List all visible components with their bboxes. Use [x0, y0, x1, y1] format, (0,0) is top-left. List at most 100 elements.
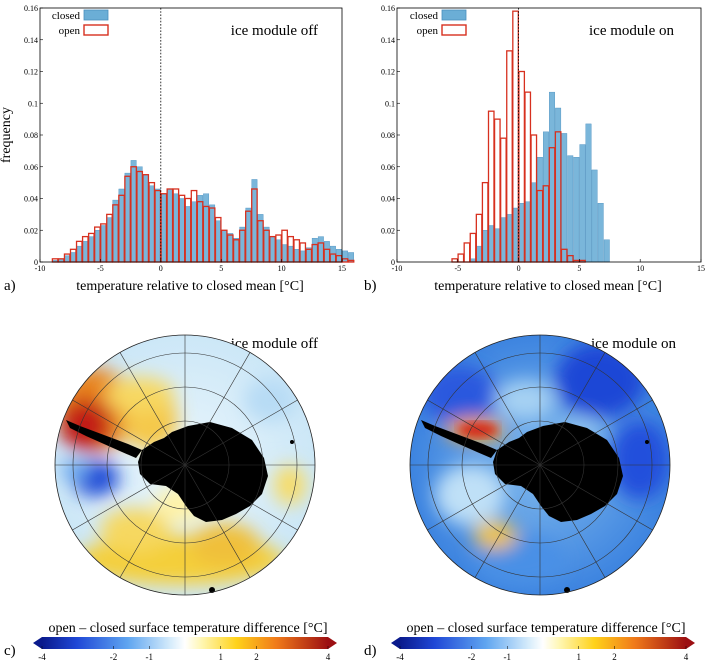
- y-tick-label: 0: [34, 258, 38, 267]
- y-axis-label-a: frequency: [0, 107, 14, 163]
- colorbar-max-arrow-d: [686, 637, 695, 649]
- histogram-bar-closed: [494, 228, 501, 263]
- colorbar-label-c: open – closed surface temperature differ…: [49, 621, 328, 636]
- histogram-bars-b: [451, 10, 610, 263]
- graticule-c: [55, 335, 315, 595]
- y-tick-label: 0.16: [24, 4, 38, 13]
- y-tick-label: 0: [391, 258, 395, 267]
- histogram-bar-open: [463, 242, 471, 263]
- map-boundary-c: [54, 334, 316, 596]
- colorbar-min-arrow-d: [391, 637, 400, 649]
- panel-c-map: ice module off: [54, 334, 318, 596]
- histogram-bar-closed: [287, 245, 294, 263]
- colorbar-tick-label: 2: [254, 652, 259, 662]
- histogram-bar-closed: [215, 220, 222, 263]
- y-tick-label: 0.02: [24, 226, 38, 235]
- colorbar-tick-label: -2: [468, 652, 476, 662]
- histogram-bar-closed: [555, 107, 562, 263]
- legend-label-open-a: open: [59, 25, 81, 37]
- histogram-bar-closed: [536, 157, 543, 263]
- histogram-bar-closed: [227, 233, 234, 263]
- legend-swatch-open-b: [441, 24, 467, 36]
- histogram-bar-closed: [476, 245, 483, 263]
- histogram-bar-open: [469, 232, 477, 263]
- x-tick-label: 5: [577, 264, 581, 273]
- y-tick-label: 0.08: [24, 131, 38, 140]
- y-tick-label: 0.02: [381, 226, 395, 235]
- histogram-bar-closed: [70, 252, 77, 263]
- histogram-bar-closed: [257, 214, 264, 263]
- histogram-bar-closed: [530, 182, 537, 263]
- panel-a-histogram: -10 -5 0 5 10 15 0 0.02 0.04 0.06 0.08 0.1 0.12 0.14 0…: [0, 4, 355, 294]
- colorbar-ticks-c: -4 -2 -1 1 2 4: [38, 646, 331, 662]
- x-tick-label: -5: [97, 264, 104, 273]
- colorbar-label-d: open – closed surface temperature differ…: [407, 621, 686, 636]
- panel-label-b: b): [364, 278, 377, 294]
- histogram-bar-closed: [275, 239, 282, 263]
- colorbar-ramp-c: [42, 637, 328, 649]
- colorbar-tick-label: -1: [504, 652, 512, 662]
- y-tick-label: 0.04: [24, 195, 38, 204]
- x-axis-label-b: temperature relative to closed mean [°C]: [434, 279, 662, 294]
- x-tick-label: 15: [338, 264, 346, 273]
- colorbar-ticks-d: -4 -2 -1 1 2 4: [396, 646, 689, 662]
- colorbar-max-arrow-c: [328, 637, 337, 649]
- histogram-bar-closed: [239, 226, 246, 263]
- axis-ticks-a: -10 -5 0 5 10 15 0 0.02 0.04 0.06 0.08 0.1 0.12 0.14 0…: [24, 4, 346, 273]
- histogram-bar-closed: [166, 188, 173, 263]
- y-tick-label: 0.1: [385, 99, 395, 108]
- colorbar-tick-label: -4: [38, 652, 46, 662]
- annotation-c: ice module off: [231, 336, 318, 352]
- histogram-bar-closed: [148, 185, 155, 263]
- histogram-bar-closed: [482, 230, 489, 263]
- antarctica-landmass-d: [421, 420, 649, 593]
- annotation-a: ice module off: [231, 23, 318, 39]
- histogram-bar-open: [451, 258, 459, 263]
- histogram-bar-closed: [185, 206, 191, 263]
- histogram-bar-closed: [191, 201, 197, 263]
- histogram-bar-closed: [573, 157, 580, 263]
- histogram-bar-closed: [172, 193, 179, 263]
- legend-swatch-closed-b: [441, 9, 467, 21]
- histogram-bar-closed: [299, 250, 306, 263]
- histogram-bar-closed: [281, 244, 288, 263]
- histogram-bar-closed: [197, 195, 203, 263]
- histogram-bar-closed: [323, 241, 330, 263]
- y-tick-label: 0.06: [24, 163, 38, 172]
- y-tick-label: 0.12: [24, 68, 38, 77]
- histogram-bar-closed: [293, 249, 300, 263]
- panel-d-map: ice module on: [409, 334, 676, 596]
- histogram-bar-open: [347, 259, 355, 263]
- legend-swatch-closed-a: [83, 9, 109, 21]
- histogram-bar-closed: [597, 203, 604, 263]
- histogram-bar-closed: [82, 241, 89, 263]
- colorbar-ramp-d: [400, 637, 686, 649]
- legend-label-closed-a: closed: [52, 10, 81, 22]
- y-tick-label: 0.06: [381, 163, 395, 172]
- histogram-bar-closed: [203, 193, 210, 263]
- x-axis-label-a: temperature relative to closed mean [°C]: [76, 279, 304, 294]
- legend-label-closed-b: closed: [410, 10, 439, 22]
- colorbar-tick-label: 2: [612, 652, 617, 662]
- histogram-bar-closed: [106, 217, 113, 263]
- y-tick-label: 0.12: [381, 68, 395, 77]
- histogram-bar-closed: [567, 155, 574, 263]
- axis-ticks-b: -10 -5 0 5 10 15 0 0.02 0.04 0.06 0.08 0.1 0.12 0.14 0…: [381, 4, 705, 273]
- x-tick-label: -10: [392, 264, 403, 273]
- annotation-d: ice module on: [591, 336, 676, 352]
- legend-b: closed open: [410, 9, 467, 37]
- colorbar-tick-label: 4: [684, 652, 689, 662]
- x-tick-label: 15: [697, 264, 705, 273]
- legend-swatch-open-a: [83, 24, 109, 36]
- histogram-bar-closed: [130, 160, 137, 263]
- y-tick-label: 0.14: [24, 36, 38, 45]
- graticule-d: [410, 335, 670, 595]
- map-boundary-d: [409, 334, 671, 596]
- x-tick-label: -5: [454, 264, 461, 273]
- y-tick-label: 0.16: [381, 4, 395, 13]
- colorbar-tick-label: -2: [110, 652, 118, 662]
- x-tick-label: 10: [278, 264, 286, 273]
- histogram-bar-closed: [585, 123, 592, 263]
- histogram-bar-closed: [506, 214, 513, 263]
